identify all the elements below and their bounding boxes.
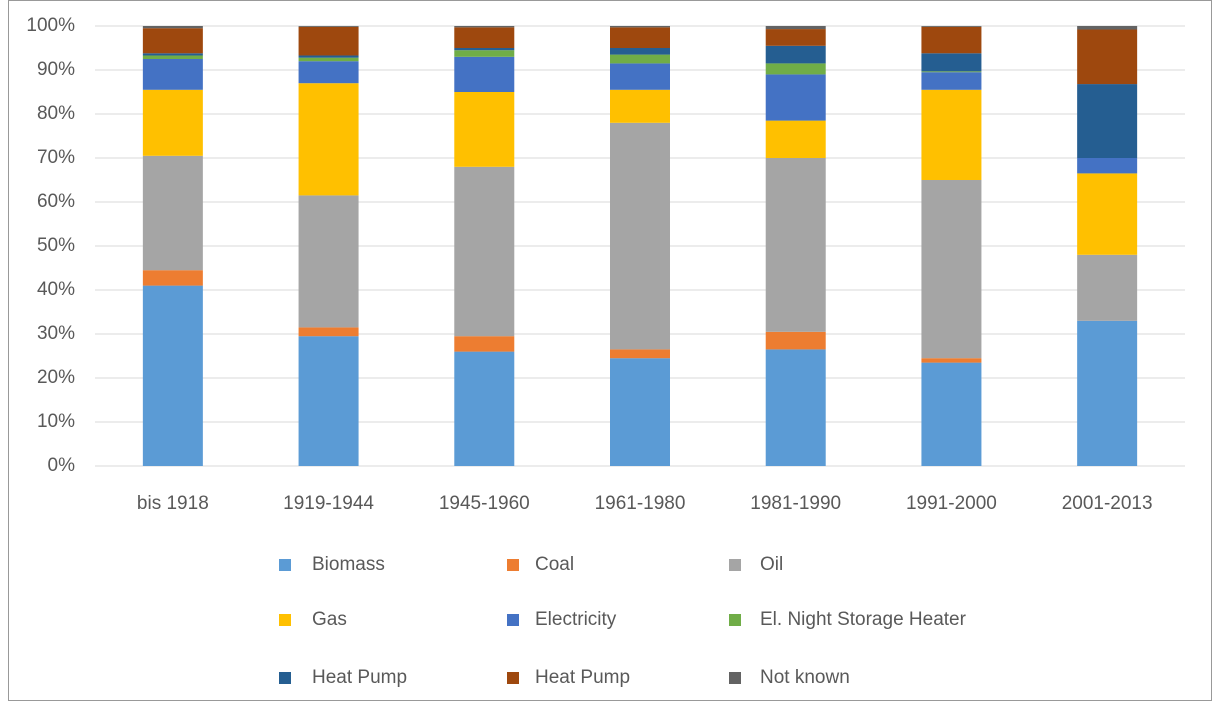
bar-segment bbox=[298, 57, 359, 62]
bar-segment bbox=[921, 180, 982, 359]
bar-segment bbox=[454, 92, 515, 167]
y-tick-label: 0% bbox=[48, 455, 76, 476]
legend-label: El. Night Storage Heater bbox=[760, 609, 967, 630]
y-tick-label: 100% bbox=[26, 15, 75, 36]
legend-swatch bbox=[279, 559, 291, 571]
bar-segment bbox=[765, 120, 826, 158]
bar-segment bbox=[765, 331, 826, 350]
legend-label: Heat Pump bbox=[312, 667, 407, 688]
bar-segment bbox=[298, 61, 359, 84]
y-tick-label: 80% bbox=[37, 103, 75, 124]
y-tick-label: 30% bbox=[37, 323, 75, 344]
bar-segment bbox=[921, 71, 982, 73]
x-tick-label: 1919-1944 bbox=[283, 493, 374, 514]
bar-segment bbox=[454, 48, 515, 51]
x-tick-label: 1981-1990 bbox=[750, 493, 841, 514]
bar-segment bbox=[142, 285, 203, 466]
bar-segment bbox=[142, 26, 203, 29]
bar-segment bbox=[921, 362, 982, 466]
bar-segment bbox=[610, 54, 670, 64]
bar-segment bbox=[142, 270, 203, 286]
bar-segment bbox=[921, 26, 982, 27]
y-tick-label: 40% bbox=[37, 279, 75, 300]
legend-swatch bbox=[507, 614, 519, 626]
bar-segment bbox=[1077, 29, 1138, 85]
x-tick-label: bis 1918 bbox=[137, 493, 209, 514]
bar-segment bbox=[610, 122, 670, 350]
bar-segment bbox=[142, 28, 203, 54]
bar-segment bbox=[921, 53, 982, 72]
bar-segment bbox=[142, 89, 203, 156]
legend-label: Coal bbox=[535, 554, 574, 575]
bar-segment bbox=[454, 351, 515, 466]
bar-segment bbox=[921, 72, 982, 90]
bar-segment bbox=[454, 166, 515, 337]
bar-segment bbox=[765, 26, 826, 30]
legend-swatch bbox=[279, 672, 291, 684]
bar-segment bbox=[765, 45, 826, 64]
bar-segment bbox=[610, 89, 670, 123]
x-tick-label: 1991-2000 bbox=[906, 493, 997, 514]
bar-segment bbox=[298, 336, 359, 466]
bar-segment bbox=[298, 55, 359, 58]
bar-segment bbox=[142, 55, 203, 59]
y-tick-label: 10% bbox=[37, 411, 75, 432]
bar-segment bbox=[610, 349, 670, 359]
bar-segment bbox=[765, 63, 826, 75]
y-tick-label: 60% bbox=[37, 191, 75, 212]
bar-segment bbox=[454, 336, 515, 352]
legend-label: Biomass bbox=[312, 554, 385, 575]
bar-segment bbox=[298, 83, 359, 196]
bar-segment bbox=[1077, 26, 1138, 30]
bar-segment bbox=[765, 74, 826, 121]
bar-segment bbox=[454, 26, 515, 28]
bar-segment bbox=[765, 29, 826, 46]
bar-segment bbox=[610, 358, 670, 466]
bar-segment bbox=[921, 89, 982, 180]
bar-segment bbox=[1077, 84, 1138, 158]
legend-label: Gas bbox=[312, 609, 347, 630]
x-tick-label: 2001-2013 bbox=[1062, 493, 1153, 514]
bar-segment bbox=[610, 63, 670, 90]
bar-segment bbox=[610, 48, 670, 55]
legend-swatch bbox=[507, 672, 519, 684]
bar-segment bbox=[454, 56, 515, 92]
bar-segment bbox=[1077, 320, 1138, 466]
y-tick-label: 70% bbox=[37, 147, 75, 168]
legend-swatch bbox=[729, 614, 741, 626]
legend-label: Not known bbox=[760, 667, 850, 688]
bar-segment bbox=[921, 358, 982, 363]
y-tick-label: 90% bbox=[37, 59, 75, 80]
legend-label: Oil bbox=[760, 554, 783, 575]
bar-segment bbox=[1077, 158, 1138, 174]
bar-segment bbox=[1077, 173, 1138, 255]
legend-label: Heat Pump bbox=[535, 667, 630, 688]
bar-segment bbox=[142, 155, 203, 271]
bar-segment bbox=[610, 27, 670, 48]
legend-swatch bbox=[507, 559, 519, 571]
y-tick-label: 50% bbox=[37, 235, 75, 256]
x-tick-label: 1961-1980 bbox=[595, 493, 686, 514]
bar-segment bbox=[298, 26, 359, 56]
legend-label: Electricity bbox=[535, 609, 617, 630]
x-tick-label: 1945-1960 bbox=[439, 493, 530, 514]
bar-segment bbox=[765, 349, 826, 466]
y-tick-label: 20% bbox=[37, 367, 75, 388]
bar-segment bbox=[921, 26, 982, 54]
bar-segment bbox=[142, 59, 203, 90]
bar-segment bbox=[765, 158, 826, 332]
bar-segment bbox=[142, 53, 203, 56]
bar-segment bbox=[454, 27, 515, 48]
legend-swatch bbox=[729, 672, 741, 684]
legend-swatch bbox=[279, 614, 291, 626]
bar-segment bbox=[1077, 254, 1138, 321]
bar-segment bbox=[610, 26, 670, 28]
bar-segment bbox=[454, 50, 515, 57]
bar-segment bbox=[298, 26, 359, 27]
legend-swatch bbox=[729, 559, 741, 571]
bar-segment bbox=[298, 327, 359, 337]
bar-segment bbox=[298, 195, 359, 328]
